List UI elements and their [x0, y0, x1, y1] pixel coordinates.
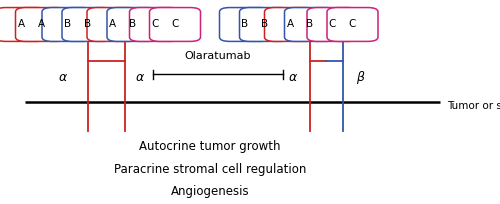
Text: A: A — [109, 19, 116, 30]
Text: α: α — [58, 71, 66, 84]
FancyBboxPatch shape — [307, 8, 358, 41]
FancyBboxPatch shape — [16, 8, 66, 41]
Text: A: A — [18, 19, 24, 30]
FancyBboxPatch shape — [150, 8, 200, 41]
Text: A: A — [286, 19, 294, 30]
FancyBboxPatch shape — [130, 8, 180, 41]
FancyBboxPatch shape — [284, 8, 336, 41]
FancyBboxPatch shape — [0, 8, 46, 41]
FancyBboxPatch shape — [42, 8, 93, 41]
Text: Autocrine tumor growth: Autocrine tumor growth — [139, 140, 281, 153]
FancyBboxPatch shape — [264, 8, 316, 41]
Text: B: B — [242, 19, 248, 30]
FancyBboxPatch shape — [107, 8, 158, 41]
Text: B: B — [84, 19, 91, 30]
FancyBboxPatch shape — [62, 8, 113, 41]
Text: α: α — [136, 71, 144, 84]
Text: Olaratumab: Olaratumab — [184, 51, 251, 61]
Text: α: α — [288, 71, 296, 84]
Text: Angiogenesis: Angiogenesis — [170, 185, 250, 198]
FancyBboxPatch shape — [327, 8, 378, 41]
Text: β: β — [356, 71, 364, 84]
Text: C: C — [329, 19, 336, 30]
Text: B: B — [306, 19, 314, 30]
FancyBboxPatch shape — [240, 8, 290, 41]
FancyBboxPatch shape — [87, 8, 138, 41]
Text: B: B — [64, 19, 71, 30]
Text: C: C — [152, 19, 158, 30]
Text: Tumor or stromal cell: Tumor or stromal cell — [448, 101, 500, 111]
Text: C: C — [349, 19, 356, 30]
FancyBboxPatch shape — [220, 8, 270, 41]
Text: B: B — [129, 19, 136, 30]
Text: A: A — [38, 19, 44, 30]
Text: B: B — [262, 19, 268, 30]
Text: C: C — [172, 19, 178, 30]
Text: Paracrine stromal cell regulation: Paracrine stromal cell regulation — [114, 163, 306, 176]
